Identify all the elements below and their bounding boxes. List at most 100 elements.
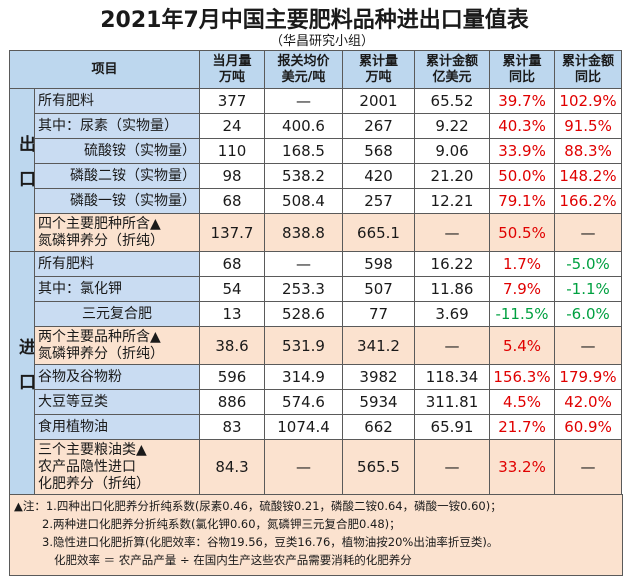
data-cell: 5.4%: [489, 326, 556, 365]
item-text: 所有肥料: [38, 92, 94, 109]
data-cell: 3.69: [414, 301, 491, 327]
header-text: 报关均价: [277, 53, 330, 69]
header-text: 累计金额: [562, 53, 615, 69]
data-cell: 838.8: [264, 213, 344, 252]
header-row: 项目 当月量 万吨 报关均价 美元/吨 累计量 万吨 累计金额 亿美元 累计量 同比 累计金额 同比: [8, 50, 623, 89]
data-cell: 574.6: [264, 389, 344, 415]
header-cell: 累计金额 亿美元: [414, 50, 491, 89]
item-text: 氮磷钾养分（折纯）: [38, 232, 164, 249]
data-cell: 253.3: [264, 276, 344, 302]
data-cell: 79.1%: [489, 188, 556, 214]
data-cell: -11.5%: [489, 301, 556, 327]
item-cell: 两个主要品种所含▲ 氮磷钾养分（折纯）: [33, 326, 201, 365]
item-cell: 食用植物油: [33, 414, 201, 440]
row: 硫酸铵（实物量） 110 168.5 568 9.06 33.9% 88.3%: [10, 138, 623, 164]
header-text: 亿美元: [432, 69, 472, 85]
data-cell: 102.9%: [554, 88, 623, 114]
data-cell: 68: [199, 251, 266, 277]
row: 其中：尿素（实物量） 24 400.6 267 9.22 40.3% 91.5%: [10, 113, 623, 139]
item-text: 其中：氯化钾: [38, 280, 122, 297]
data-cell: —: [264, 251, 344, 277]
data-cell: 12.21: [414, 188, 491, 214]
item-text: 三个主要粮油类▲: [38, 441, 147, 458]
row: 磷酸一铵（实物量） 68 508.4 257 12.21 79.1% 166.2%: [10, 188, 623, 214]
header-text: 累计量: [502, 53, 542, 69]
data-cell: 166.2%: [554, 188, 623, 214]
item-text: 所有肥料: [38, 255, 94, 272]
data-cell: 341.2: [342, 326, 416, 365]
data-cell: —: [414, 326, 491, 365]
data-cell: 4.5%: [489, 389, 556, 415]
row: 四个主要肥种所含▲ 氮磷钾养分（折纯） 137.7 838.8 665.1—50.5% —: [10, 213, 623, 252]
note-line: ▲注：1.四种出口化肥养分折纯系数(尿素0.46，硫酸铵0.21，磷酸二铵0.6…: [14, 499, 502, 513]
row: 其中：氯化钾 54 253.3 507 11.86 7.9% -1.1%: [10, 276, 623, 302]
data-cell: 314.9: [264, 364, 344, 390]
item-cell: 磷酸一铵（实物量）: [33, 188, 201, 214]
data-cell: 7.9%: [489, 276, 556, 302]
data-cell: —: [264, 439, 344, 495]
data-cell: 598: [342, 251, 416, 277]
row: 磷酸二铵（实物量） 98 538.2 420 21.20 50.0% 148.2%: [10, 163, 623, 189]
data-cell: 88.3%: [554, 138, 623, 164]
item-cell: 三个主要粮油类▲ 农产品隐性进口 化肥养分（折纯）: [33, 439, 201, 495]
header-text: 项目: [91, 61, 118, 77]
data-cell: 179.9%: [554, 364, 623, 390]
item-text: 大豆等豆类: [38, 393, 108, 410]
data-cell: —: [264, 88, 344, 114]
data-cell: 65.91: [414, 414, 491, 440]
data-cell: 77: [342, 301, 416, 327]
item-text: 化肥养分（折纯）: [38, 475, 150, 492]
note-line: 3.隐性进口化肥折算(化肥效率：谷物19.56，豆类16.76，植物油按20%出…: [42, 535, 499, 549]
header-text: 同比: [575, 69, 602, 85]
item-cell: 谷物及谷物粉: [33, 364, 201, 390]
header-text: 累计量: [359, 53, 399, 69]
data-cell: -5.0%: [554, 251, 623, 277]
data-cell: —: [414, 439, 491, 495]
data-cell: 33.9%: [489, 138, 556, 164]
section-label: 进口: [9, 251, 35, 495]
section-label: 出口: [9, 88, 35, 252]
item-text: 硫酸铵（实物量）: [84, 142, 197, 159]
data-cell: 9.06: [414, 138, 491, 164]
data-cell: 148.2%: [554, 163, 623, 189]
data-cell: 538.2: [264, 163, 344, 189]
data-cell: -1.1%: [554, 276, 623, 302]
data-cell: 13: [199, 301, 266, 327]
item-cell: 磷酸二铵（实物量）: [33, 163, 201, 189]
section-text: 出口: [15, 135, 35, 205]
data-cell: 9.22: [414, 113, 491, 139]
data-cell: 3982: [342, 364, 416, 390]
data-cell: 68: [199, 188, 266, 214]
data-cell: 257: [342, 188, 416, 214]
notes: ▲注：1.四种出口化肥养分折纯系数(尿素0.46，硫酸铵0.21，磷酸二铵0.6…: [9, 494, 623, 576]
data-cell: 1074.4: [264, 414, 344, 440]
item-text: 磷酸二铵（实物量）: [70, 167, 197, 184]
data-cell: 24: [199, 113, 266, 139]
item-text: 农产品隐性进口: [38, 458, 136, 475]
data-cell: 50.0%: [489, 163, 556, 189]
data-cell: 39.7%: [489, 88, 556, 114]
row: 进口 所有肥料 68—598 16.22 1.7% -5.0%: [9, 251, 623, 495]
item-cell: 硫酸铵（实物量）: [33, 138, 201, 164]
row: 谷物及谷物粉 596 314.9 3982 118.34 156.3% 179.9%: [10, 364, 623, 390]
header-cell: 项目: [8, 50, 201, 89]
header-text: 累计金额: [426, 53, 479, 69]
item-cell: 所有肥料: [33, 88, 201, 114]
data-cell: 38.6: [199, 326, 266, 365]
data-cell: 65.52: [414, 88, 491, 114]
data-cell: —: [414, 213, 491, 252]
subtitle: （华昌研究小组）: [270, 34, 375, 49]
item-cell: 其中：氯化钾: [33, 276, 201, 302]
row: 三个主要粮油类▲ 农产品隐性进口 化肥养分（折纯） 84.3—565.5—33.2% —: [10, 439, 623, 495]
data-cell: 565.5: [342, 439, 416, 495]
data-cell: 507: [342, 276, 416, 302]
item-text: 食用植物油: [38, 418, 108, 435]
row: 大豆等豆类 886 574.6 5934 311.81 4.5% 42.0%: [10, 389, 623, 415]
data-cell: 665.1: [342, 213, 416, 252]
item-cell: 所有肥料: [33, 251, 201, 277]
data-cell: 33.2%: [489, 439, 556, 495]
item-text: 氮磷钾养分（折纯）: [38, 345, 164, 362]
data-cell: 168.5: [264, 138, 344, 164]
data-cell: 5934: [342, 389, 416, 415]
data-cell: 84.3: [199, 439, 266, 495]
